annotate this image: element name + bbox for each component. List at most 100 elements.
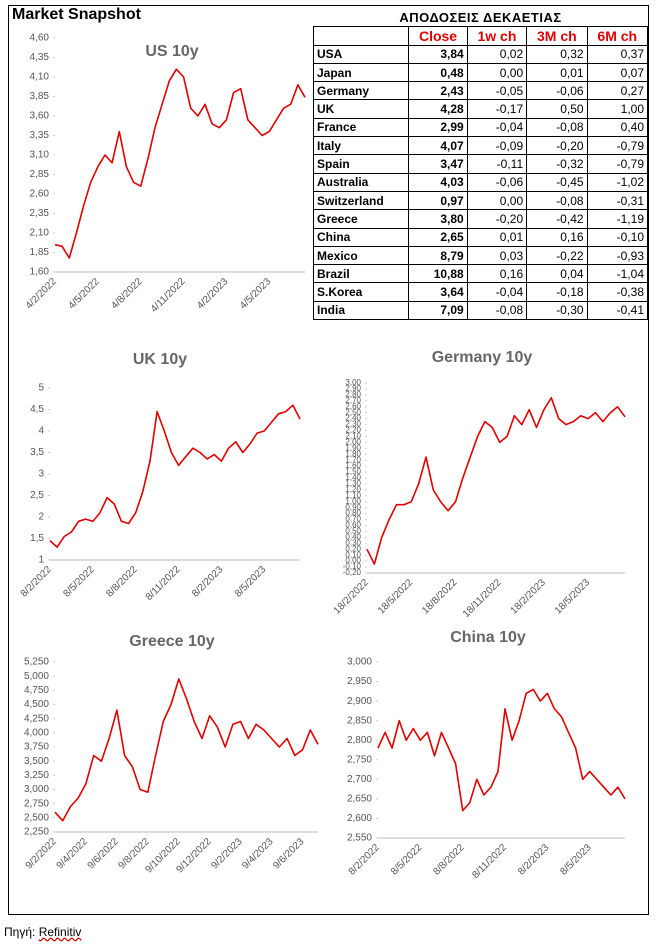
y-tick-label: 1,30 [345, 479, 361, 488]
y-tick-label: 2,500 [24, 812, 49, 823]
y-tick-label: 4,500 [24, 699, 49, 710]
y-tick-label: 2,700 [347, 774, 372, 785]
table-cell: 4,28 [408, 99, 468, 119]
y-tick-label: 4,10 [30, 72, 50, 83]
table-row: India 7,09 -0,08 -0,30 -0,41 [312, 300, 649, 321]
chart-title: Greece 10y [129, 633, 215, 650]
y-tick-label: 3,000 [347, 657, 372, 668]
table-cell: -0,08 [466, 300, 528, 321]
y-tick-label: 5 [38, 383, 44, 394]
x-tick-label: 9/4/2023 [240, 836, 276, 872]
table-row: UK 4,28 -0,17 0,50 1,00 [312, 99, 649, 119]
table-cell: 8,79 [408, 245, 468, 266]
y-tick-label: 3,35 [30, 130, 50, 141]
table-row: Germany 2,43 -0,05 -0,06 0,27 [312, 81, 649, 101]
table-cell: France [312, 117, 410, 138]
x-tick-label: 4/8/2022 [109, 276, 145, 312]
source-name: Refinitiv [38, 925, 82, 939]
y-tick-label: 3,5 [30, 447, 44, 458]
y-tick-label: 0,60 [345, 521, 361, 530]
x-tick-label: 8/2/2023 [516, 842, 552, 878]
y-tick-label: 1,40 [345, 473, 361, 482]
source: Πηγή: Refinitiv [4, 925, 81, 939]
y-tick-label: 1,60 [345, 461, 361, 470]
y-tick-label: 3,750 [24, 742, 49, 753]
y-tick-label: 2,60 [30, 189, 50, 200]
x-tick-label: 8/2/2022 [347, 842, 383, 878]
y-tick-label: 0,30 [345, 538, 361, 547]
source-label: Πηγή: [4, 925, 36, 939]
y-tick-label: 2,20 [345, 426, 361, 435]
y-tick-label: 4 [38, 426, 44, 437]
x-tick-label: 8/5/2022 [389, 842, 425, 878]
table-cell: -0,18 [526, 282, 588, 302]
table-cell: Greece [312, 209, 410, 229]
x-tick-label: 4/2/2023 [195, 276, 231, 312]
y-tick-label: 3,250 [24, 770, 49, 781]
y-tick-label: 4,35 [30, 52, 50, 63]
y-tick-label: 1,60 [30, 267, 50, 278]
y-tick-label: 3,85 [30, 91, 50, 102]
x-tick-label: 18/11/2022 [461, 577, 504, 620]
y-tick-label: 1,20 [345, 485, 361, 494]
x-tick-label: 9/2/2023 [209, 836, 245, 872]
x-tick-label: 18/2/2022 [332, 577, 372, 617]
x-tick-label: 18/2/2023 [509, 577, 549, 617]
x-tick-label: 4/5/2023 [238, 276, 274, 312]
x-tick-label: 8/5/2023 [233, 564, 269, 600]
table-cell: 0,04 [526, 264, 588, 284]
y-tick-label: 2,90 [345, 384, 361, 393]
table-row: Australia 4,03 -0,06 -0,45 -1,02 [312, 172, 649, 192]
y-tick-label: 2,70 [345, 396, 361, 405]
chart-title: Germany 10y [432, 349, 533, 366]
data-line [54, 68, 306, 259]
y-tick-label: 2,650 [347, 794, 372, 805]
table-cell: -0,32 [526, 154, 588, 174]
y-tick-label: 2,850 [347, 715, 372, 726]
y-tick-label: 0,90 [345, 503, 361, 512]
y-tick-label: 0,10 [345, 550, 361, 559]
chart-title: China 10y [450, 629, 526, 646]
y-tick-label: 2,600 [347, 813, 372, 824]
y-tick-label: 1,5 [30, 533, 44, 544]
y-tick-label: 3 [38, 469, 44, 480]
y-tick-label: 3,000 [24, 784, 49, 795]
table-cell: Mexico [312, 245, 410, 266]
y-tick-label: 2,900 [347, 696, 372, 707]
y-tick-label: 1,85 [30, 247, 50, 258]
y-tick-label: 2,250 [24, 827, 49, 838]
table-cell: 0,48 [408, 62, 468, 83]
y-tick-label: 2,80 [345, 390, 361, 399]
y-tick-label: 1,70 [345, 455, 361, 464]
table-cell: 0,16 [526, 227, 588, 247]
table-cell: -0,10 [586, 227, 649, 247]
table-title: ΑΠΟΔΟΣΕΙΣ ΔΕΚΑΕΤΙΑΣ [399, 9, 562, 25]
data-line [54, 678, 319, 822]
y-tick-label: 3,10 [30, 150, 50, 161]
x-tick-label: 8/2/2023 [190, 564, 226, 600]
table-row: Mexico 8,79 0,03 -0,22 -0,93 [312, 245, 649, 266]
table-cell: -0,04 [466, 117, 528, 138]
y-tick-label: 2,750 [347, 754, 372, 765]
frame [8, 5, 649, 915]
table-cell: -0,06 [466, 172, 528, 192]
table-row: France 2,99 -0,04 -0,08 0,40 [312, 117, 649, 138]
header-cell: 6M ch [586, 26, 649, 46]
y-tick-label: 4,000 [24, 727, 49, 738]
y-tick-label: 2,50 [345, 408, 361, 417]
y-tick-label: 3,500 [24, 756, 49, 767]
y-tick-label: 2,10 [30, 228, 50, 239]
table-cell: -0,41 [586, 300, 649, 321]
table-cell: India [312, 300, 410, 321]
y-tick-label: 1,00 [345, 497, 361, 506]
table-cell: 2,99 [408, 117, 468, 138]
x-tick-label: 4/5/2022 [67, 276, 103, 312]
y-tick-label: 2,30 [345, 420, 361, 429]
x-tick-label: 9/2/2022 [24, 836, 60, 872]
y-tick-label: 2 [38, 512, 44, 523]
y-tick-label: 0,50 [345, 527, 361, 536]
x-tick-label: 8/2/2022 [19, 564, 55, 600]
x-tick-label: 4/2/2022 [24, 276, 60, 312]
table-cell: 3,84 [408, 44, 468, 64]
